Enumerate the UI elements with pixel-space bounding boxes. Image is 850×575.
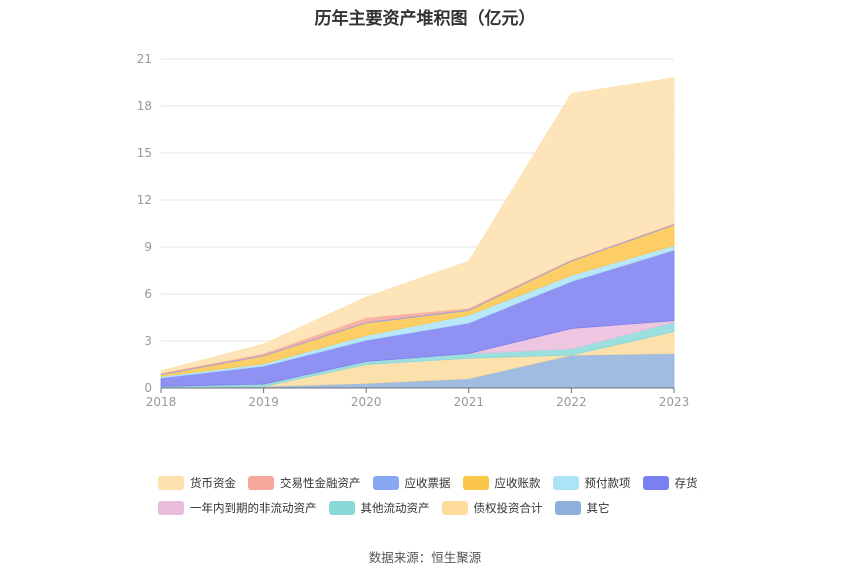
legend-label: 应收账款 (494, 475, 541, 490)
y-tick-label: 0 (144, 381, 152, 395)
y-tick-label: 15 (137, 146, 152, 160)
legend-swatch (552, 475, 579, 490)
legend-item[interactable]: 其他流动资产 (328, 500, 430, 516)
y-tick-label: 3 (144, 334, 152, 348)
legend-swatch (372, 475, 399, 490)
data-source: 数据来源：恒生聚源 (368, 550, 482, 565)
legend-item[interactable]: 货币资金 (158, 475, 236, 491)
legend: 货币资金 交易性金融资产 应收票据 应收账款 预付款项 存货 一年内到期的非流动资产 其他流… (158, 470, 718, 520)
x-axis: 2018 2019 2020 2021 2022 2023 (146, 387, 690, 409)
legend-label: 其它 (586, 500, 610, 515)
legend-label: 债权投资合计 (473, 500, 543, 515)
legend-swatch (248, 475, 274, 490)
area-layers (160, 77, 675, 389)
legend-label: 一年内到期的非流动资产 (190, 500, 317, 515)
x-tick-label: 2023 (659, 395, 690, 409)
x-tick-label: 2022 (556, 395, 587, 409)
legend-swatch (441, 500, 468, 515)
legend-item[interactable]: 其它 (554, 500, 610, 516)
chart-title: 历年主要资产堆积图（亿元） (314, 9, 536, 29)
legend-swatch (462, 475, 489, 490)
legend-row: 一年内到期的非流动资产 其他流动资产 债权投资合计 其它 (158, 495, 718, 520)
legend-label: 交易性金融资产 (280, 475, 361, 490)
x-tick-label: 2021 (454, 395, 485, 409)
legend-item[interactable]: 预付款项 (552, 475, 631, 491)
legend-swatch (642, 475, 669, 490)
y-tick-label: 6 (144, 287, 152, 301)
legend-item[interactable]: 应收票据 (372, 475, 451, 491)
legend-swatch (158, 475, 184, 490)
legend-item[interactable]: 应收账款 (462, 475, 541, 491)
legend-label: 应收票据 (404, 475, 451, 490)
y-tick-label: 12 (137, 193, 152, 207)
area-series-9 (160, 77, 675, 374)
x-tick-label: 2019 (248, 395, 279, 409)
y-tick-label: 18 (137, 99, 152, 113)
y-axis-ticks: 0 3 6 9 12 15 18 21 (137, 52, 152, 395)
legend-label: 存货 (674, 475, 698, 490)
legend-label: 其他流动资产 (360, 500, 430, 515)
legend-item[interactable]: 一年内到期的非流动资产 (158, 500, 317, 516)
legend-label: 货币资金 (190, 475, 236, 490)
legend-label: 预付款项 (584, 475, 631, 490)
x-tick-label: 2018 (146, 395, 177, 409)
y-tick-label: 9 (144, 240, 152, 254)
legend-item[interactable]: 债权投资合计 (441, 500, 543, 516)
y-tick-label: 21 (137, 52, 152, 66)
legend-row: 货币资金 交易性金融资产 应收票据 应收账款 预付款项 存货 (158, 470, 718, 495)
legend-swatch (328, 500, 355, 515)
legend-item[interactable]: 存货 (642, 475, 698, 491)
legend-swatch (554, 500, 581, 515)
legend-swatch (158, 500, 184, 515)
legend-item[interactable]: 交易性金融资产 (248, 475, 361, 491)
x-tick-label: 2020 (351, 395, 382, 409)
